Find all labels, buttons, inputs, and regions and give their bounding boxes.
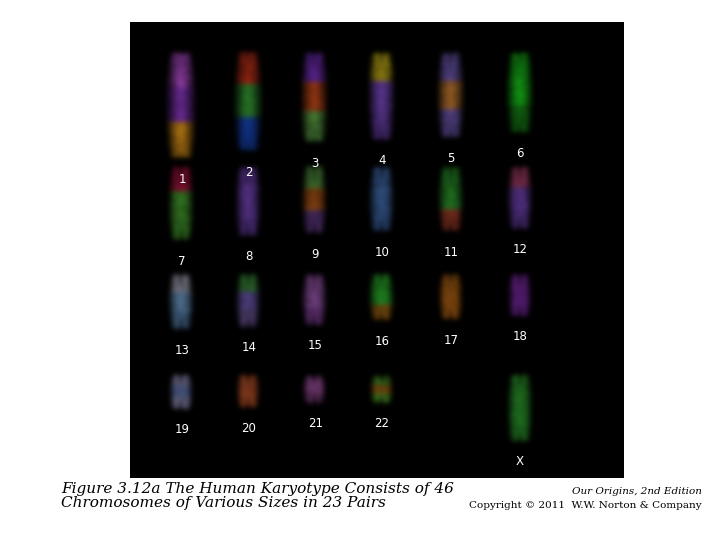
Text: 13: 13: [175, 343, 189, 356]
Text: 9: 9: [312, 248, 319, 261]
Text: 4: 4: [378, 154, 386, 167]
Text: 18: 18: [513, 330, 527, 343]
Text: 20: 20: [241, 422, 256, 435]
Text: 1: 1: [179, 172, 186, 186]
Text: 14: 14: [241, 341, 256, 354]
Text: 3: 3: [312, 157, 319, 170]
Text: Chromosomes of Various Sizes in 23 Pairs: Chromosomes of Various Sizes in 23 Pairs: [61, 496, 386, 510]
Text: 10: 10: [374, 246, 390, 259]
Text: 15: 15: [308, 339, 323, 352]
Text: 17: 17: [444, 334, 459, 347]
Text: Copyright © 2011  W.W. Norton & Company: Copyright © 2011 W.W. Norton & Company: [469, 501, 702, 510]
Text: 12: 12: [513, 243, 528, 256]
Text: 22: 22: [374, 417, 390, 430]
Text: 2: 2: [245, 166, 253, 179]
Text: 16: 16: [374, 334, 390, 348]
Text: 7: 7: [179, 255, 186, 268]
Text: Our Origins, 2nd Edition: Our Origins, 2nd Edition: [572, 487, 702, 496]
Text: 8: 8: [245, 250, 253, 263]
Text: 21: 21: [307, 417, 323, 430]
Text: 11: 11: [444, 246, 459, 259]
Text: 19: 19: [175, 423, 189, 436]
Text: Figure 3.12a The Human Karyotype Consists of 46: Figure 3.12a The Human Karyotype Consist…: [61, 482, 454, 496]
Text: X: X: [516, 455, 524, 468]
Text: 5: 5: [447, 152, 454, 165]
Text: 6: 6: [516, 147, 523, 160]
